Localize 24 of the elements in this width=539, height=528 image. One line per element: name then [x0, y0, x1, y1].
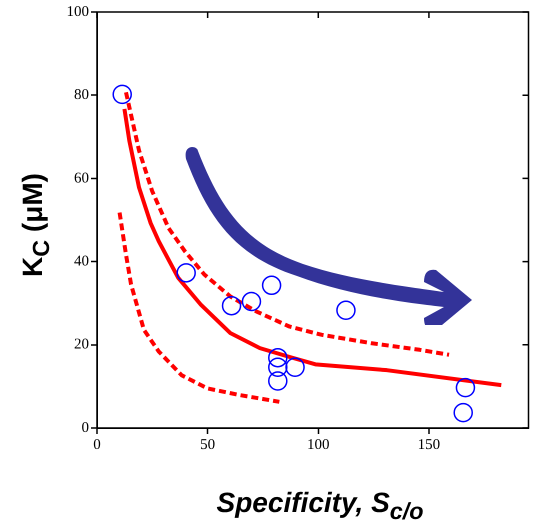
y-tick-label: 100	[66, 4, 89, 20]
point	[262, 276, 282, 296]
y-tick-label: 60	[74, 170, 89, 186]
x-tick-label: 150	[418, 436, 440, 453]
point	[176, 263, 196, 283]
x-tick-label: 100	[307, 436, 330, 453]
y-tick-label: 40	[74, 254, 89, 270]
x-tick-label: 50	[200, 436, 216, 453]
point	[285, 358, 305, 378]
line-series	[118, 210, 282, 404]
point	[242, 292, 262, 312]
point	[336, 300, 356, 320]
point	[112, 84, 132, 104]
point	[456, 378, 476, 398]
x-axis-title: Specificity, S$_{c/o}$	[216, 487, 424, 525]
point	[268, 348, 288, 368]
point	[453, 402, 473, 422]
point	[222, 296, 242, 316]
point	[268, 371, 288, 391]
y-tick-label: 20	[74, 336, 89, 353]
x-tick-label: 0	[93, 436, 101, 453]
point	[268, 358, 288, 378]
y-tick-label: 0	[82, 420, 89, 436]
y-tick-label: 80	[74, 87, 89, 104]
